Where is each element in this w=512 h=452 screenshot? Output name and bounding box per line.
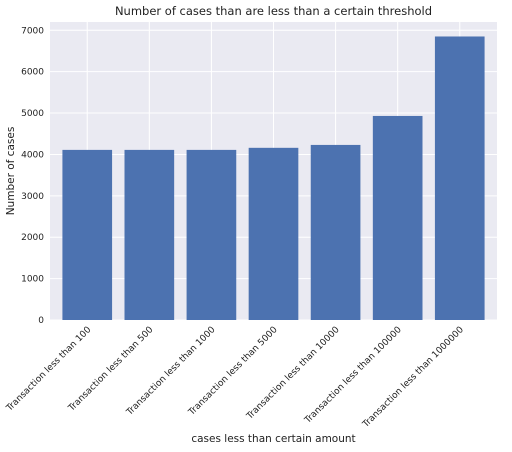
y-tick-label: 1000 bbox=[21, 275, 44, 285]
bars bbox=[62, 36, 485, 320]
x-tick-label: Transaction less than 100000 bbox=[302, 325, 404, 427]
bar bbox=[310, 144, 361, 320]
bar bbox=[248, 147, 299, 320]
y-tick-label: 5000 bbox=[21, 109, 44, 119]
y-axis-label: Number of cases bbox=[5, 127, 17, 216]
y-tick-label: 4000 bbox=[21, 150, 44, 160]
bar bbox=[434, 36, 485, 320]
bar bbox=[186, 149, 237, 320]
x-axis-label: cases less than certain amount bbox=[191, 433, 355, 445]
y-tick-labels: 0 1000 2000 3000 4000 5000 6000 7000 bbox=[21, 26, 44, 326]
bar bbox=[62, 149, 113, 320]
y-tick-label: 6000 bbox=[21, 68, 44, 78]
x-tick-label: Transaction less than 1000000 bbox=[360, 325, 466, 431]
y-tick-label: 0 bbox=[38, 316, 44, 326]
bar bbox=[124, 149, 175, 320]
y-tick-label: 2000 bbox=[21, 233, 44, 243]
bar bbox=[372, 115, 423, 320]
y-tick-label: 7000 bbox=[21, 26, 44, 36]
chart-title: Number of cases than are less than a cer… bbox=[115, 4, 432, 18]
y-tick-label: 3000 bbox=[21, 192, 44, 202]
